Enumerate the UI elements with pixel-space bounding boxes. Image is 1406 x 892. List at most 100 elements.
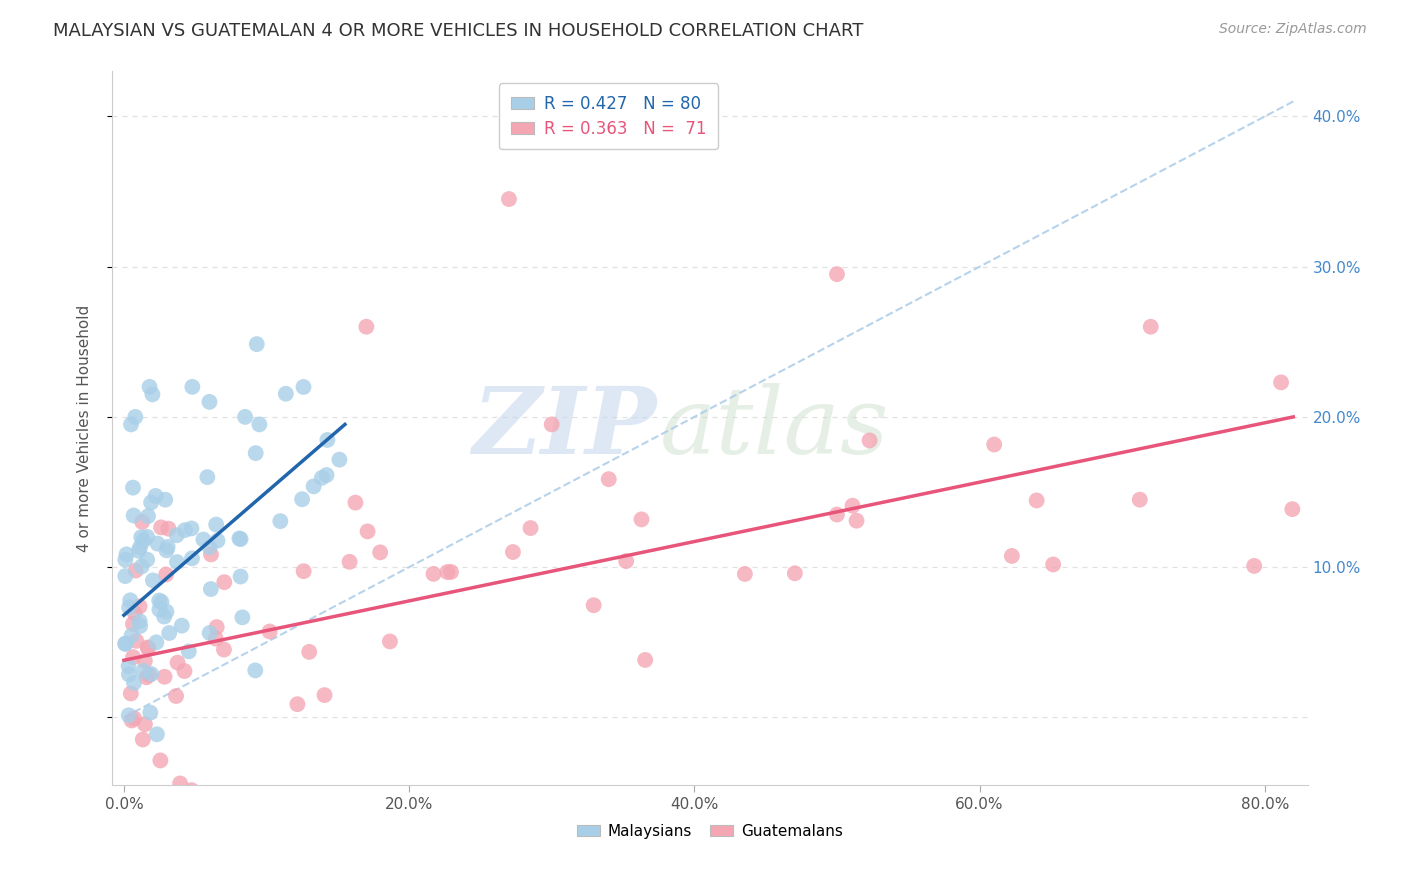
Guatemalans: [138, 668, 160, 682]
Guatemalans: [841, 499, 863, 513]
Malaysians: [142, 574, 165, 588]
Malaysians: [193, 533, 215, 547]
Malaysians: [177, 644, 200, 658]
Malaysians: [122, 676, 145, 690]
Guatemalans: [169, 776, 191, 790]
Malaysians: [198, 541, 221, 555]
Guatemalans: [422, 566, 444, 581]
Guatemalans: [205, 620, 228, 634]
Guatemalans: [214, 575, 236, 590]
Guatemalans: [212, 642, 235, 657]
Malaysians: [292, 380, 315, 394]
Malaysians: [155, 605, 177, 619]
Malaysians: [166, 528, 188, 542]
Guatemalans: [339, 555, 361, 569]
Guatemalans: [132, 732, 155, 747]
Malaysians: [145, 489, 167, 503]
Guatemalans: [180, 783, 202, 797]
Malaysians: [114, 569, 136, 583]
Guatemalans: [136, 640, 159, 655]
Malaysians: [136, 552, 159, 566]
Malaysians: [229, 532, 252, 546]
Guatemalans: [1042, 558, 1064, 572]
Guatemalans: [614, 554, 637, 568]
Guatemalans: [153, 670, 176, 684]
Guatemalans: [121, 714, 143, 728]
Guatemalans: [120, 686, 142, 700]
Malaysians: [114, 553, 136, 567]
Malaysians: [139, 495, 162, 509]
Malaysians: [132, 664, 155, 678]
Guatemalans: [440, 565, 463, 579]
Malaysians: [122, 481, 145, 495]
Guatemalans: [634, 653, 657, 667]
Malaysians: [153, 609, 176, 624]
Guatemalans: [734, 566, 756, 581]
Malaysians: [129, 530, 152, 544]
Guatemalans: [155, 567, 177, 582]
Guatemalans: [134, 717, 156, 731]
Malaysians: [170, 618, 193, 632]
Guatemalans: [122, 616, 145, 631]
Malaysians: [117, 659, 139, 673]
Guatemalans: [519, 521, 541, 535]
Malaysians: [129, 541, 152, 555]
Malaysians: [131, 559, 153, 574]
Malaysians: [145, 635, 167, 649]
Malaysians: [141, 387, 163, 401]
Guatemalans: [150, 520, 173, 534]
Malaysians: [114, 637, 136, 651]
Malaysians: [302, 479, 325, 493]
Guatemalans: [344, 495, 367, 509]
Malaysians: [198, 395, 221, 409]
Malaysians: [245, 664, 267, 678]
Malaysians: [118, 708, 141, 723]
Text: Source: ZipAtlas.com: Source: ZipAtlas.com: [1219, 22, 1367, 37]
Text: atlas: atlas: [659, 384, 890, 473]
Malaysians: [146, 536, 169, 550]
Malaysians: [132, 534, 155, 549]
Guatemalans: [149, 754, 172, 768]
Guatemalans: [134, 654, 156, 668]
Guatemalans: [292, 564, 315, 578]
Malaysians: [122, 508, 145, 523]
Malaysians: [114, 637, 136, 651]
Guatemalans: [983, 437, 1005, 451]
Guatemalans: [298, 645, 321, 659]
Text: MALAYSIAN VS GUATEMALAN 4 OR MORE VEHICLES IN HOUSEHOLD CORRELATION CHART: MALAYSIAN VS GUATEMALAN 4 OR MORE VEHICL…: [53, 22, 863, 40]
Guatemalans: [287, 697, 309, 711]
Malaysians: [157, 626, 180, 640]
Guatemalans: [135, 670, 157, 684]
Guatemalans: [259, 624, 281, 639]
Malaysians: [136, 530, 159, 544]
Legend: Malaysians, Guatemalans: Malaysians, Guatemalans: [571, 818, 849, 845]
Guatemalans: [204, 632, 226, 646]
Malaysians: [118, 667, 141, 681]
Malaysians: [195, 470, 218, 484]
Malaysians: [245, 446, 267, 460]
Y-axis label: 4 or more Vehicles in Household: 4 or more Vehicles in Household: [77, 304, 91, 552]
Malaysians: [316, 433, 339, 447]
Guatemalans: [368, 545, 391, 559]
Guatemalans: [540, 417, 562, 432]
Malaysians: [205, 517, 228, 532]
Guatemalans: [356, 524, 378, 539]
Guatemalans: [356, 319, 378, 334]
Guatemalans: [1129, 492, 1152, 507]
Guatemalans: [1281, 502, 1303, 516]
Guatemalans: [1139, 319, 1161, 334]
Guatemalans: [598, 472, 620, 486]
Guatemalans: [582, 599, 605, 613]
Guatemalans: [122, 711, 145, 725]
Guatemalans: [1270, 376, 1292, 390]
Guatemalans: [1001, 549, 1024, 563]
Malaysians: [138, 380, 160, 394]
Malaysians: [228, 532, 250, 546]
Guatemalans: [825, 508, 848, 522]
Guatemalans: [845, 514, 868, 528]
Malaysians: [150, 595, 173, 609]
Malaysians: [120, 417, 142, 432]
Malaysians: [173, 523, 195, 537]
Malaysians: [156, 540, 179, 554]
Malaysians: [180, 521, 202, 535]
